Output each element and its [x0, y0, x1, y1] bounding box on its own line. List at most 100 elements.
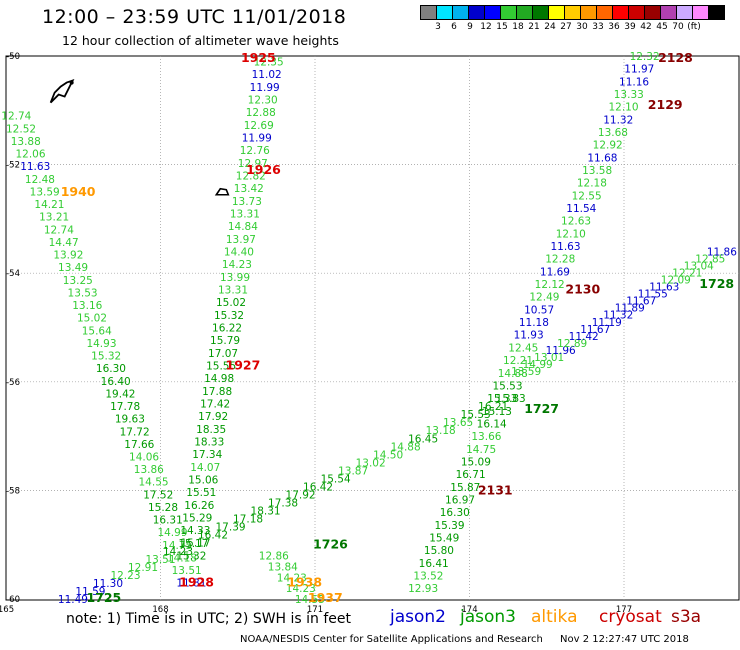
wave-height-value: 12.88: [246, 107, 276, 119]
wave-height-value: 14.23: [222, 259, 252, 271]
wave-height-value: 12.76: [240, 145, 270, 157]
wave-height-value: 12.52: [6, 123, 36, 135]
track-2128: 12.3211.9711.1613.3312.1011.3213.6812.92…: [408, 51, 660, 595]
wave-height-value: 15.55: [206, 361, 236, 373]
axis-labels: 165 168 171 174 177 -50 -52 -54 -56 -58 -60: [0, 52, 632, 615]
lon-tick-label: 177: [616, 605, 632, 615]
pass-time-label: 1938: [287, 575, 322, 590]
wave-height-value: 17.42: [200, 399, 230, 411]
wave-height-value: 13.92: [53, 250, 83, 262]
wave-height-value: 12.85: [695, 254, 725, 266]
track-observations: 12.7412.5213.8812.0611.6312.4813.5914.21…: [1, 51, 737, 606]
wave-height-value: 11.30: [93, 578, 123, 590]
wave-height-value: 11.67: [626, 296, 656, 308]
wave-height-value: 11.68: [587, 152, 617, 164]
wave-height-value: 17.52: [143, 489, 173, 501]
wave-height-value: 12.10: [608, 102, 638, 114]
wave-height-value: 17.88: [202, 386, 232, 398]
track-1728: 13.5914.9913.0111.9612.8911.4211.6711.19…: [511, 246, 737, 377]
pass-time-label: 2128: [658, 50, 693, 65]
wave-height-value: 11.86: [707, 246, 737, 258]
wave-height-value: 15.28: [148, 502, 178, 514]
wave-height-value: 11.55: [638, 289, 668, 301]
wave-height-value: 12.23: [110, 570, 140, 582]
wave-height-value: 13.51: [145, 554, 175, 566]
wave-height-value: 15.53: [492, 380, 522, 392]
wave-height-value: 12.48: [25, 174, 55, 186]
wave-height-value: 13.25: [63, 275, 93, 287]
wave-height-value: 16.97: [445, 494, 475, 506]
wave-height-value: 13.18: [426, 425, 456, 437]
satellite-legend-cryosat: cryosat: [599, 607, 662, 627]
pass-time-label: 1726: [313, 537, 348, 552]
wave-height-value: 14.88: [391, 441, 421, 453]
wave-height-value: 11.32: [603, 114, 633, 126]
wave-height-value: 13.21: [39, 212, 69, 224]
wave-height-value: 14.40: [224, 246, 254, 258]
wave-height-value: 11.93: [514, 330, 544, 342]
wave-height-value: 13.04: [684, 261, 714, 273]
wave-height-value: 11.63: [649, 282, 679, 294]
wave-height-value: 14.88: [498, 368, 528, 380]
wave-height-value: 17.92: [198, 411, 228, 423]
wave-height-value: 15.39: [434, 520, 464, 532]
map-grid: [5, 55, 740, 601]
wave-height-value: 15.87: [450, 482, 480, 494]
wave-height-value: 11.54: [566, 203, 596, 215]
color-scale-bar: [420, 5, 725, 20]
scale-label: 6: [451, 22, 457, 32]
wave-height-value: 15.53: [461, 409, 491, 421]
wave-height-value: 14.23: [277, 572, 307, 584]
wave-height-value: 12.21: [672, 268, 702, 280]
wave-height-value: 11.99: [242, 132, 272, 144]
wave-height-value: 14.23: [286, 583, 316, 595]
lat-tick-label: -60: [6, 595, 20, 605]
wave-height-value: 11.81: [176, 578, 206, 590]
scale-label: 24: [544, 22, 556, 32]
wave-height-value: 12.12: [535, 279, 565, 291]
wave-height-value: 12.63: [561, 216, 591, 228]
wave-height-value: 11.67: [580, 324, 610, 336]
wave-height-value: 13.68: [598, 127, 628, 139]
scale-label: 42: [640, 22, 652, 32]
wave-height-value: 14.06: [129, 451, 159, 463]
scale-label: 27: [560, 22, 572, 32]
wave-height-value: 13.31: [230, 208, 260, 220]
lat-tick-label: -50: [6, 52, 20, 62]
wave-height-value: 12.32: [630, 51, 660, 63]
wave-height-value: 12.49: [529, 292, 559, 304]
wave-height-value: 17.78: [110, 401, 140, 413]
wave-height-value: 16.14: [477, 418, 507, 430]
wave-height-value: 12.30: [248, 94, 278, 106]
wave-height-value: 13.66: [471, 431, 501, 443]
wave-height-value: 11.16: [619, 76, 649, 88]
wave-height-value: 17.34: [192, 449, 222, 461]
wave-height-value: 13.52: [413, 570, 443, 582]
wave-height-value: 16.22: [212, 323, 242, 335]
pass-time-label: 2131: [478, 482, 513, 497]
pass-time-label: 1927: [226, 358, 261, 373]
wave-height-value: 13.58: [582, 165, 612, 177]
wave-height-value: 14.47: [49, 237, 79, 249]
pass-time-label: 1728: [699, 276, 734, 291]
wave-height-value: 13.51: [172, 565, 202, 577]
auckland-islands-icon: [49, 79, 75, 104]
track-1940: 12.7412.5213.8812.0611.6312.4813.5914.21…: [1, 111, 206, 590]
wave-height-value: 13.99: [220, 272, 250, 284]
scale-label: (ft): [687, 22, 701, 32]
lat-tick-label: -58: [6, 486, 20, 496]
wave-height-value: 18.33: [194, 437, 224, 449]
wave-height-value: 14.75: [466, 444, 496, 456]
wave-height-value: 17.39: [216, 522, 246, 534]
wave-height-value: 11.59: [75, 586, 105, 598]
wave-height-value: 16.45: [408, 433, 438, 445]
lon-tick-label: 174: [461, 605, 477, 615]
wave-height-value: 13.59: [30, 186, 60, 198]
wave-height-value: 14.93: [86, 338, 116, 350]
wave-height-value: 11.42: [569, 331, 599, 343]
lat-tick-label: -52: [6, 161, 20, 171]
pass-time-label: 1727: [524, 401, 559, 416]
wave-height-value: 13.73: [232, 196, 262, 208]
wave-height-value: 17.18: [233, 514, 263, 526]
satellite-legend-jason3: jason3: [460, 607, 516, 627]
